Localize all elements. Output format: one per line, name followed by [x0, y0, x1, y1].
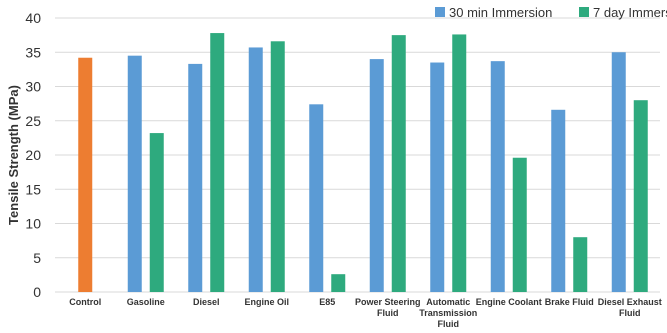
- bar-7-day-immersion: [149, 133, 164, 292]
- bar-7-day-immersion: [512, 157, 527, 292]
- y-tick-label: 15: [25, 181, 41, 197]
- y-tick-label: 40: [25, 10, 41, 26]
- bar-control: [78, 57, 93, 293]
- bar-30-min-immersion: [369, 59, 384, 292]
- bar-7-day-immersion: [331, 274, 346, 292]
- x-tick-label: Automatic Transmission Fluid: [419, 297, 477, 329]
- x-tick-label: Brake Fluid: [545, 297, 594, 307]
- y-tick-label: 20: [25, 147, 41, 163]
- y-tick-label: 0: [33, 284, 41, 300]
- legend-swatch: [579, 7, 589, 17]
- y-tick-label: 5: [33, 250, 41, 266]
- bar-30-min-immersion: [188, 63, 203, 292]
- y-tick-label: 25: [25, 113, 41, 129]
- bar-30-min-immersion: [127, 55, 142, 292]
- x-tick-label: Diesel: [193, 297, 220, 307]
- bar-7-day-immersion: [633, 100, 648, 292]
- x-tick-label: Engine Coolant: [476, 297, 542, 307]
- bar-7-day-immersion: [573, 237, 588, 292]
- x-tick-label: Gasoline: [127, 297, 165, 307]
- bar-30-min-immersion: [430, 62, 445, 293]
- bar-30-min-immersion: [309, 104, 324, 292]
- y-axis-ticks: 0 5 10 15 20 25 30 35 40: [25, 10, 41, 300]
- x-tick-label: Diesel Exhaust Fluid: [598, 297, 662, 318]
- x-axis-labels: Control Gasoline Diesel Engine Oil E85 Power …: [69, 297, 662, 329]
- gridlines: [55, 17, 660, 293]
- bar-30-min-immersion: [490, 61, 505, 292]
- bar-7-day-immersion: [270, 41, 285, 292]
- bar-30-min-immersion: [611, 52, 626, 292]
- y-axis-title: Tensile Strength (MPa): [6, 85, 21, 225]
- x-tick-label: Control: [69, 297, 101, 307]
- bar-7-day-immersion: [452, 34, 467, 292]
- legend-label: 30 min Immersion: [449, 5, 552, 20]
- bars: [78, 33, 648, 293]
- y-tick-label: 10: [25, 216, 41, 232]
- bar-7-day-immersion: [391, 35, 406, 292]
- legend-label: 7 day Immersion: [593, 5, 667, 20]
- bar-7-day-immersion: [210, 33, 225, 292]
- y-tick-label: 30: [25, 79, 41, 95]
- legend: 30 min Immersion 7 day Immersion: [435, 5, 667, 20]
- bar-30-min-immersion: [248, 47, 263, 292]
- x-tick-label: E85: [319, 297, 335, 307]
- x-tick-label: Power Steering Fluid: [355, 297, 421, 318]
- x-tick-label: Engine Oil: [244, 297, 289, 307]
- y-tick-label: 35: [25, 44, 41, 60]
- bar-30-min-immersion: [551, 109, 566, 292]
- legend-swatch: [435, 7, 445, 17]
